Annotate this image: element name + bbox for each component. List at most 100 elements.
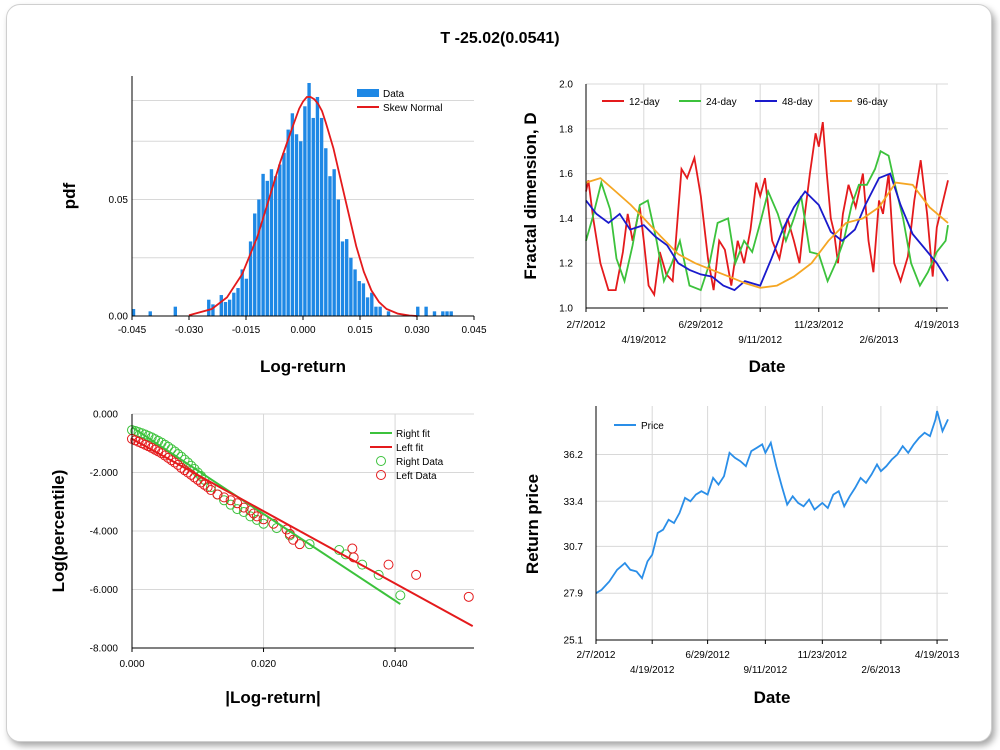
- hist-bar: [365, 297, 370, 316]
- hist-bar: [131, 309, 136, 316]
- hist-bar: [299, 141, 303, 316]
- hist-bar: [265, 180, 269, 316]
- hist-bar: [236, 288, 240, 316]
- frac-y-tick-label: 1.0: [559, 304, 573, 315]
- frac-y-tick-label: 1.8: [559, 124, 573, 135]
- price-x-tick-label: 11/23/2012: [798, 650, 848, 661]
- tail-left-fit-line: [131, 438, 474, 627]
- price-x-axis-label: Date: [754, 688, 791, 707]
- frac-y-tick-label: 1.4: [559, 214, 573, 225]
- hist-x-tick-label: -0.030: [175, 325, 204, 336]
- figure-title: T -25.02(0.0541): [440, 30, 560, 47]
- tail-right-fit-line: [131, 426, 401, 605]
- frac-y-tick-label: 1.2: [559, 259, 573, 270]
- hist-bar: [148, 311, 152, 316]
- hist-bar: [290, 113, 295, 316]
- hist-bar: [416, 306, 420, 316]
- figure-frame: [6, 4, 992, 742]
- tail-left-data-point: [251, 511, 262, 522]
- hist-bar: [269, 169, 274, 316]
- hist-bar: [307, 82, 311, 316]
- hist-bar: [324, 148, 328, 316]
- tail-y-tick-label: -4.000: [90, 527, 119, 538]
- tail-left-data-point: [163, 452, 174, 463]
- frac-series-48-day: [585, 172, 949, 292]
- hist-bar: [207, 299, 211, 316]
- tail-left-data-point: [347, 543, 358, 554]
- hist-bar: [441, 311, 445, 316]
- return-price-chart: 25.1 27.9 30.7 33.4 36.2 2/7/2012 6/29/2012 11/…: [523, 406, 960, 707]
- hist-skew-normal-line: [188, 96, 418, 317]
- tail-left-data-point: [383, 559, 394, 570]
- frac-y-tick-label: 2.0: [559, 80, 573, 91]
- frac-x-tick-label: 6/29/2012: [679, 320, 724, 331]
- frac-x-tick-label: 9/11/2012: [738, 335, 782, 346]
- tail-legend-label-left-data: Left Data: [396, 471, 437, 482]
- frac-x-tick-label: 2/7/2012: [567, 320, 606, 331]
- tail-left-data-point: [238, 502, 249, 513]
- hist-bar: [319, 117, 324, 317]
- frac-y-axis-label: Fractal dimension, D: [521, 112, 540, 279]
- tail-x-tick-label: 0.020: [251, 659, 276, 670]
- hist-bar: [315, 96, 320, 316]
- hist-bar: [282, 152, 286, 316]
- hist-bar: [223, 302, 228, 316]
- frac-x-tick-label: 11/23/2012: [794, 320, 844, 331]
- price-series-line: [595, 410, 949, 594]
- tail-legend-label-right-data: Right Data: [396, 457, 444, 468]
- hist-bar: [211, 304, 215, 316]
- tail-right-data-point: [357, 559, 368, 570]
- hist-bar: [240, 269, 244, 316]
- hist-bar: [248, 241, 253, 316]
- hist-legend-swatch-data: [357, 89, 379, 97]
- hist-bar: [374, 306, 378, 316]
- hist-x-tick-label: -0.015: [232, 325, 261, 336]
- tail-y-tick-label: 0.000: [93, 410, 118, 421]
- tail-y-tick-label: -2.000: [90, 468, 119, 479]
- hist-x-tick-label: 0.030: [404, 325, 429, 336]
- hist-bar: [294, 134, 299, 316]
- hist-bar: [349, 257, 353, 316]
- tail-left-data-point: [169, 457, 180, 468]
- hist-bar: [432, 311, 437, 316]
- tail-left-data-point: [199, 479, 210, 490]
- fractal-dimension-chart: 1.0 1.2 1.4 1.6 1.8 2.0 2/7/2012 6/29/2012 11/23…: [521, 80, 959, 377]
- hist-bar: [261, 173, 265, 316]
- hist-bar: [219, 295, 223, 316]
- tail-right-data-point: [373, 569, 384, 580]
- frac-x-tick-label: 2/6/2013: [860, 335, 899, 346]
- hist-y-tick-label: 0.05: [109, 195, 129, 206]
- hist-bar: [361, 283, 366, 316]
- hist-bar: [424, 306, 428, 316]
- tail-right-data-point: [245, 511, 256, 522]
- hist-x-tick-label: 0.045: [461, 325, 486, 336]
- frac-series-96-day: [585, 177, 949, 289]
- hist-bar: [273, 176, 278, 316]
- hist-x-tick-label: 0.015: [347, 325, 372, 336]
- price-y-tick-label: 25.1: [564, 636, 584, 647]
- tail-right-data-point: [304, 539, 315, 550]
- tail-left-data-point: [173, 459, 184, 470]
- tail-legend-label-left-fit: Left fit: [396, 443, 423, 454]
- hist-x-tick-label: 0.000: [290, 325, 315, 336]
- hist-bar: [445, 311, 449, 316]
- frac-legend-label: 48-day: [782, 97, 813, 108]
- tail-x-tick-label: 0.000: [119, 659, 144, 670]
- hist-bar: [232, 292, 236, 316]
- tail-x-axis-label: |Log-return|: [225, 688, 320, 707]
- tail-left-data-point: [212, 489, 223, 500]
- frac-x-tick-label: 4/19/2013: [915, 320, 960, 331]
- hist-bar: [227, 299, 232, 316]
- price-y-tick-label: 27.9: [564, 589, 584, 600]
- hist-bar: [311, 117, 315, 317]
- hist-bar: [286, 129, 290, 316]
- tail-y-axis-label: Log(percentile): [49, 470, 68, 593]
- tail-legend-label-right-fit: Right fit: [396, 429, 430, 440]
- hist-bar: [357, 281, 361, 316]
- hist-bar: [328, 176, 332, 316]
- hist-legend-label-data: Data: [383, 89, 405, 100]
- frac-series-24-day: [585, 149, 949, 292]
- price-y-tick-label: 30.7: [564, 542, 584, 553]
- tail-left-data-point: [294, 539, 305, 550]
